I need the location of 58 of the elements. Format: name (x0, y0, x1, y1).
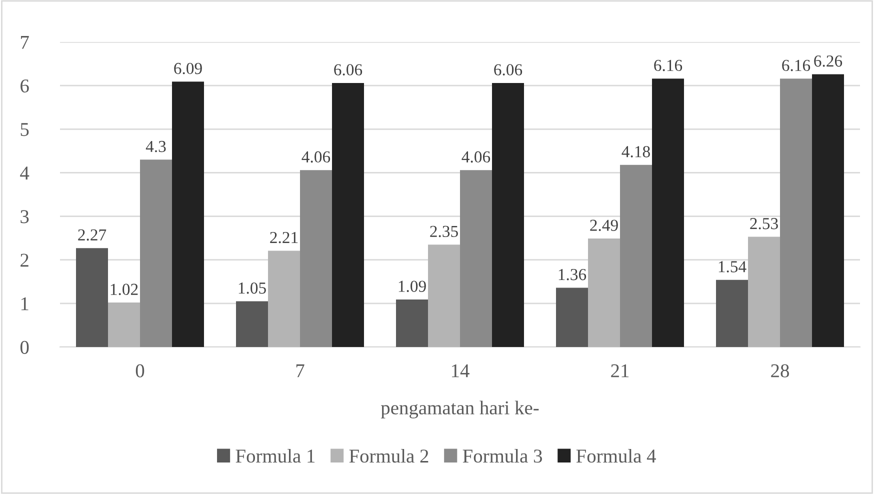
bar (588, 238, 620, 347)
data-label: 6.06 (334, 64, 362, 76)
bar (716, 280, 748, 347)
bar (460, 170, 492, 347)
y-tick-label: 0 (20, 340, 29, 354)
data-label: 2.49 (590, 220, 618, 232)
data-label: 1.54 (718, 261, 746, 272)
x-tick-label: 28 (771, 364, 789, 378)
legend-label: Formula 4 (576, 448, 656, 463)
bar (812, 74, 844, 347)
bar (780, 78, 812, 347)
bar (76, 248, 108, 347)
data-label: 1.05 (238, 282, 266, 294)
data-label: 1.02 (110, 284, 138, 296)
x-tick-label: 14 (452, 364, 470, 378)
data-label: 6.09 (174, 62, 202, 74)
y-tick-label: 7 (21, 36, 29, 49)
legend-label: Formula 2 (349, 448, 428, 463)
data-label: 2.53 (750, 218, 778, 230)
y-tick-label: 3 (20, 210, 29, 224)
x-axis-title: pengamatan hari ke- (380, 400, 539, 418)
data-label: 4.3 (146, 140, 166, 152)
x-tick-label: 7 (296, 364, 304, 378)
data-label: 6.06 (494, 64, 522, 76)
bar (556, 288, 588, 347)
bar (108, 302, 140, 347)
legend-label: Formula 1 (236, 448, 315, 463)
x-tick-label: 21 (611, 364, 629, 378)
bar (268, 250, 300, 347)
bar (620, 164, 652, 347)
data-label: 4.06 (302, 151, 330, 163)
data-label: 2.21 (270, 232, 298, 244)
data-label: 2.35 (430, 226, 458, 238)
bar (172, 82, 204, 347)
data-label: 6.16 (782, 60, 810, 72)
x-tick-label: 0 (136, 364, 144, 378)
y-tick-label: 2 (20, 254, 28, 267)
data-label: 6.16 (654, 60, 682, 72)
bar (236, 301, 268, 347)
bar (748, 236, 780, 347)
y-tick-label: 6 (20, 79, 29, 93)
bar (300, 170, 332, 347)
data-label: 1.36 (558, 268, 586, 280)
bar (332, 82, 364, 347)
legend-label: Formula 3 (462, 448, 542, 463)
data-label: 2.27 (78, 229, 106, 241)
y-tick-label: 1 (21, 297, 28, 310)
bar (652, 78, 684, 347)
data-label: 1.09 (398, 280, 426, 292)
data-label: 4.06 (462, 151, 490, 163)
y-tick-label: 4 (20, 166, 30, 180)
bar (396, 300, 428, 347)
bar (492, 82, 524, 347)
bar (428, 244, 460, 347)
bar (140, 160, 172, 347)
y-tick-label: 5 (20, 123, 29, 136)
data-label: 6.26 (814, 55, 842, 67)
data-label: 4.18 (622, 146, 650, 158)
